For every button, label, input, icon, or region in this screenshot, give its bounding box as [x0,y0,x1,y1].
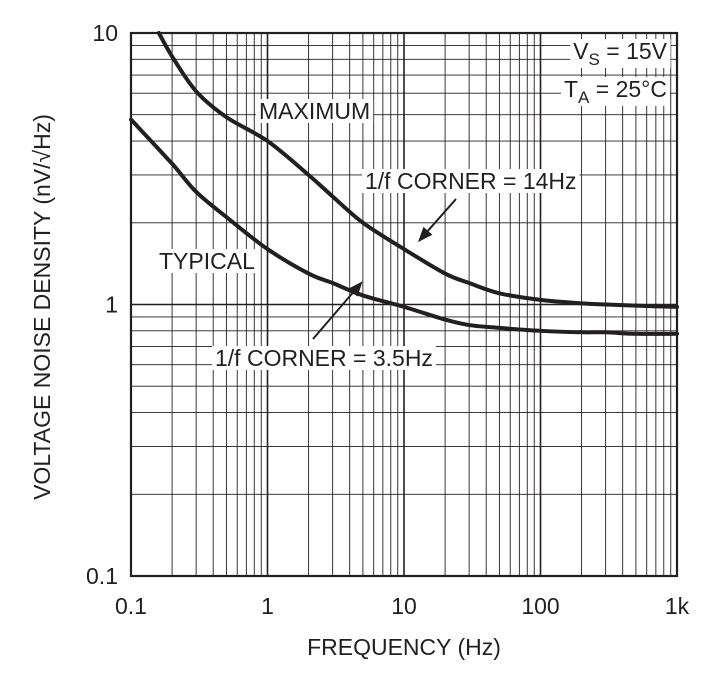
label-corner-3-5hz-bg [212,346,436,370]
label-typical: TYPICAL [159,248,255,274]
y-axis-title: VOLTAGE NOISE DENSITY (nV/√Hz) [29,114,55,500]
label-corner-14hz-bg [362,169,580,193]
series-maximum-line [156,31,679,309]
y-tick-label: 10 [92,20,118,46]
condition-label-2: TA = 25°C [564,76,667,107]
arrow-corner-14hz-shaft [427,198,457,232]
arrow-corner-3-5hz-head [348,281,363,297]
label-maximum-bg [256,99,374,123]
tick-labels: 0.1 1 10 100 1k 0.1 1 10 [86,20,690,619]
label-corner-14hz: 1/f CORNER = 14Hz [365,168,577,194]
x-tick-label: 10 [391,593,417,619]
annotations: MAXIMUM TYPICAL 1/f CORNER = 14Hz 1/f CORNE… [156,38,671,371]
x-tick-label: 0.1 [115,593,147,619]
arrow-corner-3-5hz [312,281,363,340]
arrow-corner-14hz-head [418,226,433,243]
condition-label-1-bg [570,39,671,68]
grid [131,33,677,576]
arrow-corner-3-5hz-shaft [312,291,354,340]
y-tick-label: 0.1 [86,563,118,589]
series-typical-line [129,117,679,336]
curves [129,31,679,336]
arrow-corner-14hz [418,198,457,243]
y-tick-label: 1 [105,292,118,318]
x-tick-label: 100 [521,593,559,619]
x-tick-label: 1 [261,593,274,619]
label-typical-bg [156,249,259,273]
label-maximum: MAXIMUM [259,98,370,124]
plot-frame [129,31,679,578]
x-axis-title: FREQUENCY (Hz) [307,634,501,660]
condition-label-2-bg [560,77,670,106]
x-tick-label: 1k [665,593,690,619]
label-corner-3-5hz: 1/f CORNER = 3.5Hz [215,345,433,371]
condition-label-1: VS = 15V [573,38,667,69]
